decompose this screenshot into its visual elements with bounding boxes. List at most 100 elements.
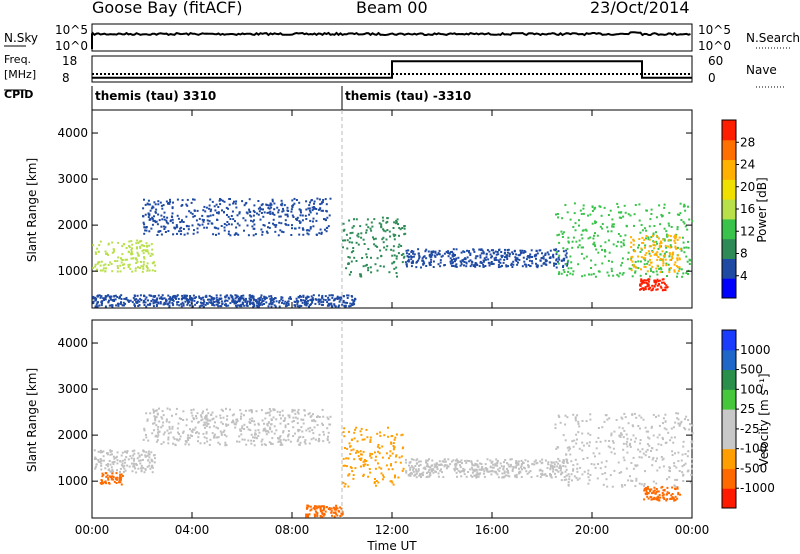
echo-cell [229,302,232,305]
echo-cell [587,476,590,479]
echo-cell [326,439,329,441]
echo-cell [680,268,683,271]
echo-cell [168,408,171,411]
echo-cell [609,446,612,449]
echo-cell [417,259,420,262]
echo-cell [622,436,625,439]
echo-cell [140,469,143,472]
echo-cell [589,418,592,421]
echo-cell [231,421,233,424]
echo-cell [659,223,662,226]
echo-cell [250,420,253,422]
echo-cell [395,455,397,458]
echo-cell [558,467,561,469]
echo-cell [223,300,226,303]
echo-cell [409,474,412,477]
echo-cell [268,441,271,444]
echo-cell [631,260,634,263]
echo-cell [348,442,351,445]
echo-cell [658,466,661,469]
echo-cell [612,225,615,228]
echo-cell [275,300,278,303]
echo-cell [548,261,551,264]
echo-cell [298,305,301,308]
echo-cell [540,473,543,476]
echo-cell [653,496,656,499]
echo-cell [94,467,97,470]
echo-cell [227,207,229,210]
echo-cell [632,243,635,246]
echo-cell [627,422,630,425]
echo-cell [473,470,476,473]
echo-cell [665,428,668,431]
echo-cell [208,443,211,446]
echo-cell [101,475,104,478]
velocity-ylabel: Slant Range [km] [25,368,39,472]
echo-cell [662,238,665,241]
echo-cell [543,473,546,476]
echo-cell [650,213,653,215]
echo-cell [528,256,531,259]
echo-cell [649,254,652,257]
echo-cell [491,466,494,469]
echo-cell [456,475,458,478]
echo-cell [313,202,315,205]
echo-cell [486,249,489,252]
echo-cell [134,298,137,301]
echo-cell [533,463,536,466]
echo-cell [475,469,478,472]
echo-cell [361,438,364,441]
echo-cell [124,461,126,464]
echo-cell [593,463,596,466]
echo-cell [479,254,482,257]
echo-cell [401,469,404,472]
power-panel-frame [91,109,693,309]
echo-cell [269,428,272,431]
echo-cell [318,208,321,211]
echo-cell [379,431,382,434]
echo-cell [260,440,263,443]
echo-cell [149,303,151,306]
echo-cell [556,213,559,215]
echo-cell [269,409,272,412]
echo-cell [592,452,595,455]
echo-cell [206,440,209,443]
echo-cell [148,244,151,247]
echo-cell [243,423,246,426]
echo-cell [254,433,256,436]
echo-cell [626,445,629,448]
echo-cell [373,238,375,241]
echo-cell [189,304,191,307]
echo-cell [568,446,571,449]
echo-cell [526,472,529,475]
echo-cell [376,269,379,272]
echo-cell [192,198,194,201]
echo-cell [648,278,651,281]
echo-cell [655,490,658,493]
echo-cell [657,280,660,283]
echo-cell [691,220,694,223]
echo-cell [187,434,190,437]
echo-cell [433,463,436,466]
echo-cell [225,423,227,426]
echo-cell [597,427,600,429]
echo-cell [658,237,660,240]
echo-cell [393,260,396,263]
echo-cell [592,243,595,246]
velocity-colorbar-label: Velocity [m s⁻¹] [757,373,771,466]
echo-cell [657,490,660,493]
echo-cell [333,515,336,518]
echo-cell [601,248,603,251]
echo-cell [269,210,272,213]
echo-cell [240,433,243,436]
echo-cell [654,281,657,284]
echo-cell [135,464,138,466]
echo-cell [187,439,190,441]
echo-cell [291,227,293,230]
echo-cell [252,436,254,439]
echo-cell [382,241,385,244]
echo-cell [561,259,564,262]
echo-cell [670,267,672,270]
echo-cell [678,424,681,427]
echo-cell [255,410,258,413]
